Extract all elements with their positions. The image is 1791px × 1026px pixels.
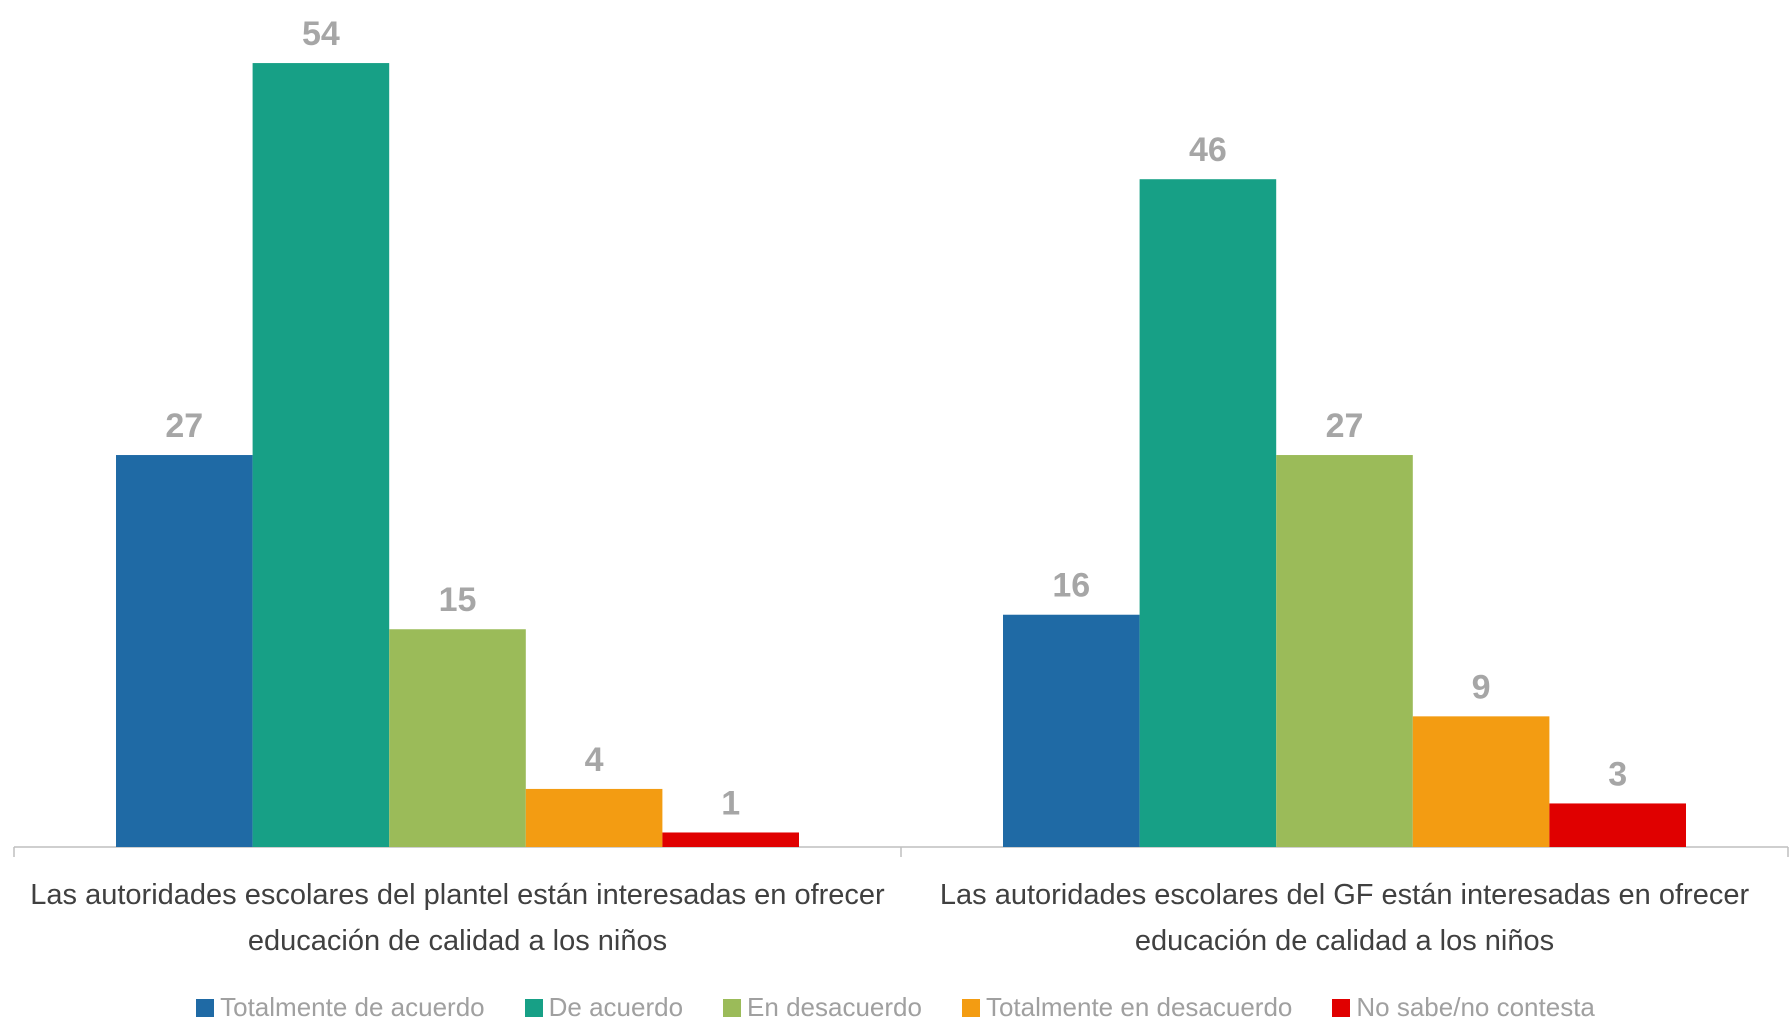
bar — [116, 455, 253, 847]
category-label: Las autoridades escolares del GF están i… — [939, 879, 1750, 957]
bar — [252, 63, 390, 847]
bar — [1139, 179, 1277, 847]
legend-label: En desacuerdo — [747, 992, 922, 1022]
legend-swatch — [524, 998, 543, 1017]
bar — [525, 788, 663, 847]
legend-label: No sabe/no contesta — [1356, 992, 1595, 1022]
bar — [1549, 803, 1686, 847]
legend-label: De acuerdo — [548, 992, 684, 1022]
legend-item: Totalmente en desacuerdo — [961, 992, 1293, 1023]
legend-label: Totalmente en desacuerdo — [985, 992, 1293, 1022]
legend-swatch — [1332, 998, 1351, 1017]
legend-item: En desacuerdo — [723, 992, 922, 1023]
value-label: 27 — [1326, 407, 1364, 445]
value-label: 9 — [1472, 668, 1491, 706]
legend-item: No sabe/no contesta — [1332, 992, 1595, 1023]
value-label: 46 — [1189, 131, 1227, 169]
value-label: 4 — [585, 741, 604, 779]
bar — [389, 629, 526, 847]
value-label: 3 — [1608, 755, 1627, 793]
value-label: 27 — [165, 407, 203, 445]
bar — [1003, 614, 1140, 847]
value-label: 16 — [1052, 567, 1090, 605]
legend-item: De acuerdo — [524, 992, 684, 1023]
legend: Totalmente de acuerdo De acuerdo En desacu… — [0, 992, 1791, 1023]
legend-swatch — [961, 998, 980, 1017]
value-label: 15 — [439, 581, 477, 619]
category-label: Las autoridades escolares del plantel es… — [30, 879, 885, 957]
bar — [1276, 455, 1413, 847]
value-label: 1 — [721, 784, 740, 822]
legend-swatch — [196, 998, 215, 1017]
legend-item: Totalmente de acuerdo — [196, 992, 485, 1023]
value-label: 54 — [302, 15, 340, 53]
bar — [662, 832, 799, 847]
bar — [1412, 716, 1550, 847]
legend-swatch — [723, 998, 742, 1017]
legend-label: Totalmente de acuerdo — [220, 992, 485, 1022]
